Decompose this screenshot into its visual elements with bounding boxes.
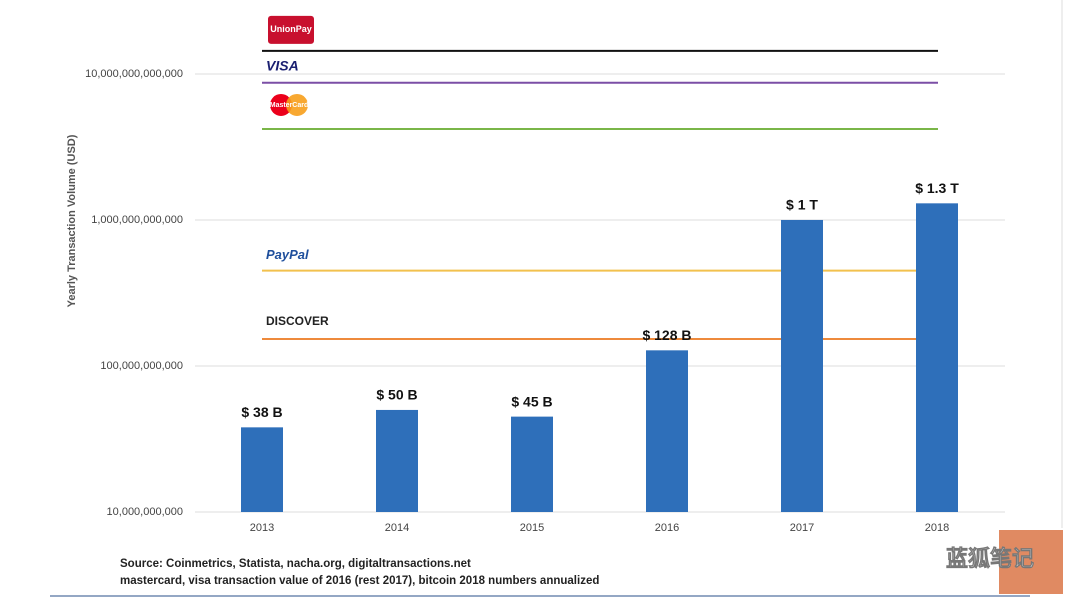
x-tick-label: 2017 <box>790 522 814 534</box>
reference-label: DISCOVER <box>266 314 329 328</box>
bar <box>781 219 823 512</box>
value-label: $ 38 B <box>241 404 282 420</box>
logo-circle <box>286 93 308 116</box>
bar <box>241 427 283 512</box>
y-tick-label: 10,000,000,000,000 <box>85 68 183 80</box>
watermark: 蓝狐笔记 <box>946 546 1034 571</box>
x-tick-label: 2014 <box>385 522 409 534</box>
bar <box>511 416 553 512</box>
bar <box>646 350 688 512</box>
watermark-box <box>999 530 1063 594</box>
value-label: $ 1 T <box>786 197 818 213</box>
y-tick-label: 100,000,000,000 <box>100 360 183 372</box>
value-label: $ 128 B <box>642 327 691 343</box>
bar <box>376 409 418 512</box>
value-label: $ 50 B <box>376 387 417 403</box>
source-note: mastercard, visa transaction value of 20… <box>120 575 599 587</box>
bar <box>916 203 958 512</box>
source-note: Source: Coinmetrics, Statista, nacha.org… <box>120 558 471 570</box>
y-axis-label: Yearly Transaction Volume (USD) <box>66 134 78 307</box>
x-tick-label: 2016 <box>655 522 679 534</box>
reference-label: PayPal <box>266 247 309 262</box>
value-label: $ 45 B <box>511 393 552 409</box>
logo-box <box>268 15 314 44</box>
logo-circle <box>270 93 292 116</box>
value-label: $ 1.3 T <box>915 180 959 196</box>
reference-label: VISA <box>266 57 299 73</box>
reference-label: MasterCard <box>270 102 309 109</box>
y-tick-label: 10,000,000,000 <box>107 506 183 518</box>
y-tick-label: 1,000,000,000,000 <box>91 214 183 226</box>
x-tick-label: 2013 <box>250 522 274 534</box>
x-tick-label: 2015 <box>520 522 544 534</box>
x-tick-label: 2018 <box>925 522 949 534</box>
reference-label: UnionPay <box>270 24 312 34</box>
